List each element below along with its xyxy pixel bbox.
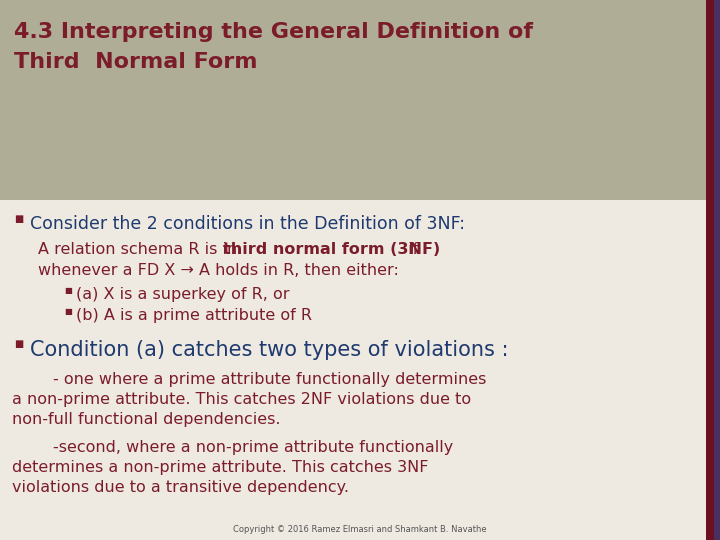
Text: whenever a FD X → A holds in R, then either:: whenever a FD X → A holds in R, then eit… xyxy=(38,263,399,278)
Bar xyxy=(714,0,720,540)
Text: A relation schema R is in: A relation schema R is in xyxy=(38,242,243,257)
Text: a non-prime attribute. This catches 2NF violations due to: a non-prime attribute. This catches 2NF … xyxy=(12,392,471,407)
Text: ■: ■ xyxy=(14,214,23,224)
Text: -second, where a non-prime attribute functionally: -second, where a non-prime attribute fun… xyxy=(12,440,454,455)
Text: (a) X is a superkey of R, or: (a) X is a superkey of R, or xyxy=(76,287,289,302)
Text: Copyright © 2016 Ramez Elmasri and Shamkant B. Navathe: Copyright © 2016 Ramez Elmasri and Shamk… xyxy=(233,525,487,534)
Text: violations due to a transitive dependency.: violations due to a transitive dependenc… xyxy=(12,480,349,495)
Bar xyxy=(706,0,714,540)
Text: - one where a prime attribute functionally determines: - one where a prime attribute functional… xyxy=(12,372,487,387)
Bar xyxy=(0,0,720,200)
Text: non-full functional dependencies.: non-full functional dependencies. xyxy=(12,412,281,427)
Text: third normal form (3NF): third normal form (3NF) xyxy=(223,242,441,257)
Text: ■: ■ xyxy=(64,307,72,316)
Text: 4.3 Interpreting the General Definition of: 4.3 Interpreting the General Definition … xyxy=(14,22,533,42)
Text: Condition (a) catches two types of violations :: Condition (a) catches two types of viola… xyxy=(30,340,508,360)
Text: Third  Normal Form: Third Normal Form xyxy=(14,52,258,72)
Text: ■: ■ xyxy=(64,286,72,295)
Text: determines a non-prime attribute. This catches 3NF: determines a non-prime attribute. This c… xyxy=(12,460,428,475)
Text: (b) A is a prime attribute of R: (b) A is a prime attribute of R xyxy=(76,308,312,323)
Text: ■: ■ xyxy=(14,339,23,349)
Text: Consider the 2 conditions in the Definition of 3NF:: Consider the 2 conditions in the Definit… xyxy=(30,215,465,233)
Text: if: if xyxy=(403,242,418,257)
